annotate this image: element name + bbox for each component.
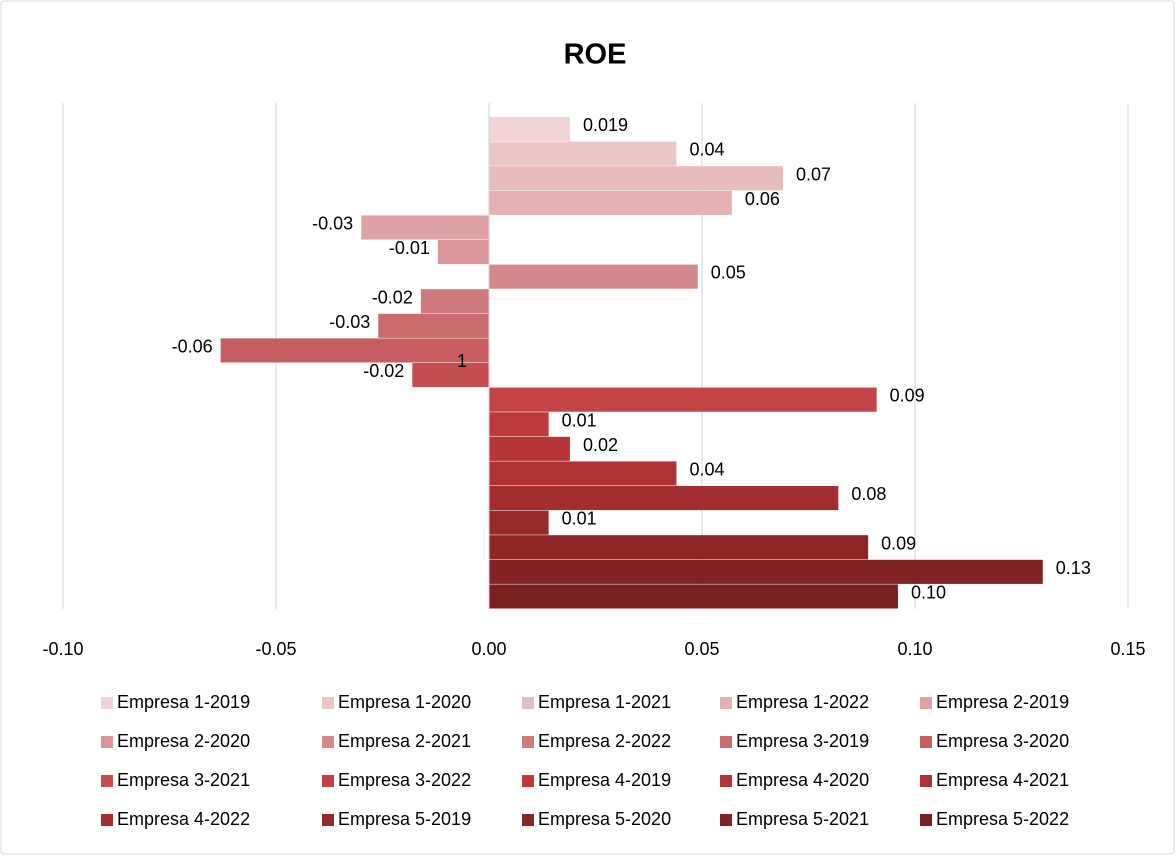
legend-label: Empresa 3-2021	[117, 770, 250, 790]
bar	[489, 535, 869, 560]
legend-label: Empresa 2-2020	[117, 731, 250, 751]
legend-label: Empresa 4-2022	[117, 809, 250, 829]
value-label: 0.01	[562, 509, 597, 529]
bar	[489, 141, 677, 166]
x-tick-label: 0.10	[897, 639, 932, 659]
bar	[489, 559, 1043, 584]
legend-swatch	[322, 814, 334, 826]
value-label: 0.04	[689, 459, 724, 479]
x-tick-label: 0.00	[471, 639, 506, 659]
value-label: -0.02	[372, 287, 413, 307]
legend-swatch	[322, 697, 334, 709]
legend-swatch	[101, 775, 113, 787]
value-label: 0.019	[583, 115, 628, 135]
x-tick-label: -0.10	[42, 639, 83, 659]
value-label: 0.09	[881, 533, 916, 553]
value-label: 0.06	[745, 189, 780, 209]
value-label: 0.09	[890, 386, 925, 406]
value-label: 0.05	[711, 263, 746, 283]
legend-label: Empresa 4-2020	[736, 770, 869, 790]
value-label: -0.03	[312, 213, 353, 233]
legend-swatch	[322, 736, 334, 748]
value-label: 0.10	[911, 582, 946, 602]
legend-label: Empresa 3-2022	[338, 770, 471, 790]
value-label: 0.04	[689, 140, 724, 160]
legend-swatch	[522, 697, 534, 709]
legend-label: Empresa 1-2020	[338, 692, 471, 712]
legend-swatch	[920, 814, 932, 826]
legend-swatch	[322, 775, 334, 787]
legend-label: Empresa 2-2019	[936, 692, 1069, 712]
bar	[489, 486, 839, 511]
legend-label: Empresa 1-2019	[117, 692, 250, 712]
bar	[420, 289, 489, 314]
bar	[489, 264, 698, 289]
legend-label: Empresa 5-2019	[338, 809, 471, 829]
bar	[489, 412, 549, 437]
bar	[489, 436, 570, 461]
legend-label: Empresa 2-2022	[538, 731, 671, 751]
bar	[220, 338, 489, 363]
legend-swatch	[522, 775, 534, 787]
x-tick-label: 0.15	[1110, 639, 1145, 659]
legend-label: Empresa 5-2021	[736, 809, 869, 829]
legend-swatch	[720, 814, 732, 826]
bar	[489, 387, 877, 412]
bar	[437, 240, 489, 265]
legend-swatch	[720, 697, 732, 709]
legend-label: Empresa 3-2020	[936, 731, 1069, 751]
bar	[489, 166, 783, 191]
legend-swatch	[101, 814, 113, 826]
legend-swatch	[101, 736, 113, 748]
legend-swatch	[522, 814, 534, 826]
x-tick-label: -0.05	[255, 639, 296, 659]
bar	[378, 313, 489, 338]
value-label: -0.02	[363, 361, 404, 381]
bar	[489, 461, 677, 486]
bar	[489, 117, 570, 142]
legend-label: Empresa 4-2021	[936, 770, 1069, 790]
value-label: -0.03	[329, 312, 370, 332]
value-label: 0.01	[562, 410, 597, 430]
bar	[361, 215, 489, 240]
legend-label: Empresa 1-2021	[538, 692, 671, 712]
legend-label: Empresa 5-2020	[538, 809, 671, 829]
legend-label: Empresa 4-2019	[538, 770, 671, 790]
legend-swatch	[920, 775, 932, 787]
bar	[412, 363, 489, 388]
legend-label: Empresa 3-2019	[736, 731, 869, 751]
chart-title: ROE	[564, 39, 627, 71]
legend-swatch	[720, 775, 732, 787]
legend-swatch	[720, 736, 732, 748]
value-label: 0.07	[796, 164, 831, 184]
legend-swatch	[920, 697, 932, 709]
bar	[489, 584, 898, 609]
legend-swatch	[522, 736, 534, 748]
x-tick-label: 0.05	[684, 639, 719, 659]
annotation: 1	[457, 351, 467, 371]
value-label: 0.08	[851, 484, 886, 504]
legend-label: Empresa 2-2021	[338, 731, 471, 751]
value-label: 0.02	[583, 435, 618, 455]
value-label: -0.06	[172, 336, 213, 356]
bar	[489, 190, 732, 215]
bar	[489, 510, 549, 535]
legend-swatch	[101, 697, 113, 709]
legend-label: Empresa 1-2022	[736, 692, 869, 712]
legend-swatch	[920, 736, 932, 748]
value-label: -0.01	[389, 238, 430, 258]
value-label: 0.13	[1056, 558, 1091, 578]
legend-label: Empresa 5-2022	[936, 809, 1069, 829]
